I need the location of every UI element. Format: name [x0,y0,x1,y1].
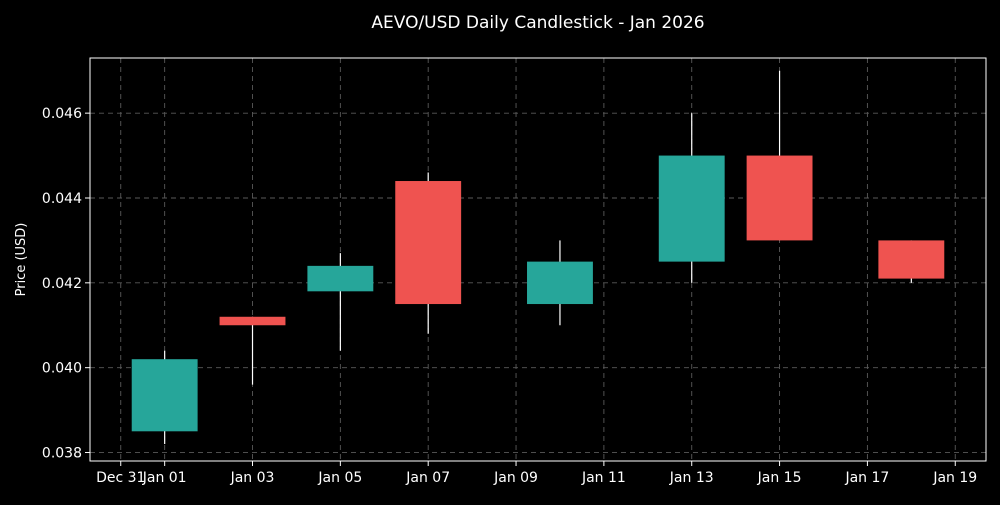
candle-jan-15 [746,70,813,241]
candle-jan-03 [219,316,286,385]
candle-jan-18 [878,240,945,283]
chart-title: AEVO/USD Daily Candlestick - Jan 2026 [371,13,704,33]
grid-lines [90,58,986,461]
y-axis-label: Price (USD) [14,223,29,297]
candle-body [527,261,593,305]
candle-body [746,155,813,241]
plot-frame [89,57,987,462]
candle-jan-10 [527,240,593,326]
y-tick-label: 0.044 [42,191,82,207]
candle-jan-07 [395,172,462,334]
x-tick-label: Jan 19 [932,470,977,486]
candles [131,70,945,445]
x-tick-label: Jan 13 [669,470,714,486]
x-tick-label: Dec 31 [96,470,145,486]
candle-jan-01 [131,350,198,445]
x-tick-label: Jan 01 [142,470,187,486]
candle-jan-13 [658,113,725,283]
candle-body [307,265,374,292]
candle-body [395,181,462,305]
y-tick-label: 0.040 [42,361,82,377]
x-tick-label: Jan 17 [844,470,889,486]
candle-body [219,316,286,326]
x-tick-label: Jan 05 [317,470,362,486]
x-tick-label: Jan 15 [757,470,802,486]
y-tick-label: 0.042 [42,276,82,292]
x-tick-label: Jan 07 [405,470,450,486]
y-tick-label: 0.046 [42,106,82,122]
candle-body [878,240,945,279]
y-tick-label: 0.038 [42,446,82,462]
candle-jan-05 [307,253,374,351]
x-tick-label: Jan 11 [581,470,626,486]
x-tick-label: Jan 09 [493,470,538,486]
candle-body [658,155,725,262]
x-tick-label: Jan 03 [230,470,275,486]
candle-body [131,359,198,432]
